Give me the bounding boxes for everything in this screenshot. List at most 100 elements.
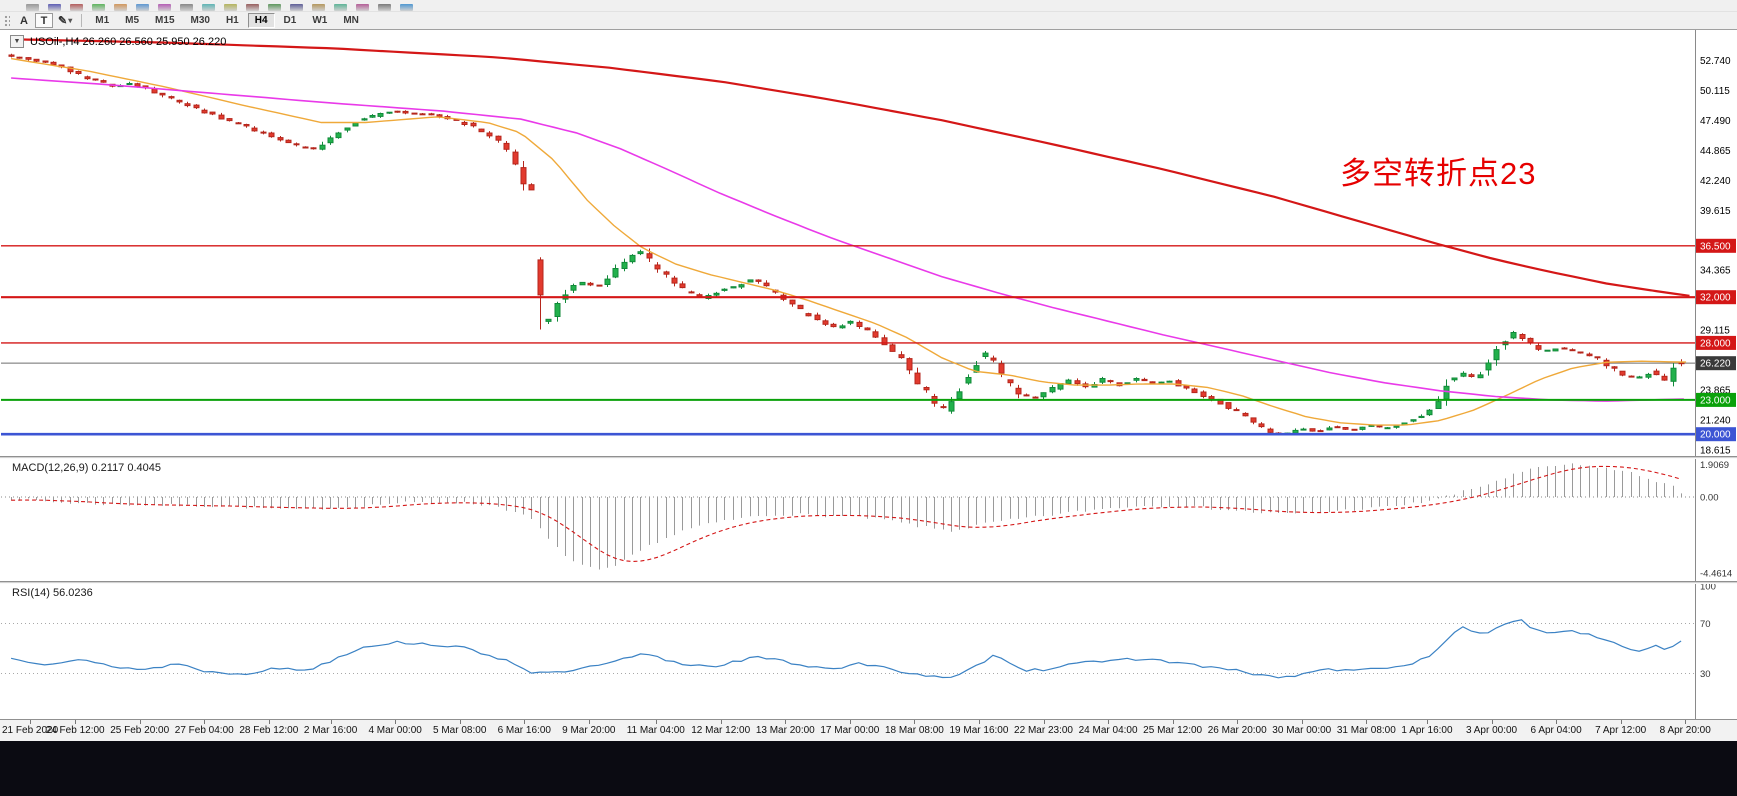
time-axis-label: 17 Mar 00:00 xyxy=(820,720,880,736)
price-scale-label: 18.615 xyxy=(1700,446,1731,457)
time-axis[interactable]: 21 Feb 2020 24 Feb 12:00 25 Feb 20:00 27 Fe… xyxy=(0,719,1737,741)
timeframe-mn-button[interactable]: MN xyxy=(336,13,366,28)
time-axis-label: 31 Mar 08:00 xyxy=(1336,720,1396,736)
macd-scale-label: 0.00 xyxy=(1700,493,1719,504)
bottom-dark-bar xyxy=(0,741,1737,796)
rsi-line xyxy=(10,619,1682,679)
time-axis-label: 25 Feb 20:00 xyxy=(110,720,170,736)
price-scale-label: 39.615 xyxy=(1700,206,1731,217)
timeframe-m15-button[interactable]: M15 xyxy=(148,13,181,28)
level-lines xyxy=(1,245,1695,436)
toolbar-icon[interactable] xyxy=(48,4,61,11)
timeframe-w1-button[interactable]: W1 xyxy=(305,13,334,28)
time-axis-label: 24 Feb 12:00 xyxy=(45,720,105,736)
toolbar-icon[interactable] xyxy=(312,4,325,11)
price-scale-label: 29.115 xyxy=(1700,326,1730,337)
svg-text:20.000: 20.000 xyxy=(1700,430,1731,441)
chart-canvas[interactable]: 18.615 21.240 23.865 29.115 34.365 39.615 42.2… xyxy=(0,0,1737,741)
macd-scale-label: -4.4614 xyxy=(1700,568,1732,579)
toolbar-icon[interactable] xyxy=(158,4,171,11)
rsi-scale-label: 30 xyxy=(1700,669,1711,680)
toolbar-icon[interactable] xyxy=(334,4,347,11)
toolbar-icon[interactable] xyxy=(92,4,105,11)
price-scale[interactable]: 18.615 21.240 23.865 29.115 34.365 39.615 42.2… xyxy=(1695,30,1737,719)
timeframe-m1-button[interactable]: M1 xyxy=(88,13,116,28)
price-tag: 26.220 xyxy=(1696,356,1736,371)
tools-toolbar: A T ✎ ▾ M1 M5 M15 M30 H1 H4 D1 W1 MN xyxy=(0,12,1737,29)
toolbar-icon[interactable] xyxy=(136,4,149,11)
time-axis-label: 21 Feb 2020 xyxy=(2,720,59,736)
price-tag: 23.000 xyxy=(1696,392,1736,407)
timeframe-toolbar: M1 M5 M15 M30 H1 H4 D1 W1 MN xyxy=(87,13,367,28)
ma-slow-line xyxy=(11,77,1684,402)
timeframe-m5-button[interactable]: M5 xyxy=(118,13,146,28)
toolbar-icon[interactable] xyxy=(268,4,281,11)
price-scale-label: 34.365 xyxy=(1700,266,1731,277)
toolbar-icon[interactable] xyxy=(290,4,303,11)
toolbar-icon[interactable] xyxy=(202,4,215,11)
toolbar: A T ✎ ▾ M1 M5 M15 M30 H1 H4 D1 W1 MN xyxy=(0,0,1737,30)
price-tag: 20.000 xyxy=(1696,427,1736,442)
time-axis-label: 8 Apr 20:00 xyxy=(1659,720,1711,736)
timeframe-d1-button[interactable]: D1 xyxy=(277,13,304,28)
toolbar-icon[interactable] xyxy=(70,4,83,11)
macd-signal-line xyxy=(11,465,1682,563)
draw-tool-button[interactable]: ✎ ▾ xyxy=(55,13,75,28)
svg-text:28.000: 28.000 xyxy=(1700,338,1731,349)
standard-toolbar-cropped xyxy=(0,0,1737,12)
time-axis-label: 13 Mar 20:00 xyxy=(755,720,815,736)
time-axis-label: 22 Mar 23:00 xyxy=(1014,720,1073,736)
toolbar-icon[interactable] xyxy=(26,4,39,11)
price-tag: 32.000 xyxy=(1696,290,1736,305)
time-axis-label: 11 Mar 04:00 xyxy=(626,720,685,736)
price-scale-label: 50.115 xyxy=(1700,86,1730,97)
one-click-trading-button[interactable]: ▼ xyxy=(10,35,24,48)
svg-text:26.220: 26.220 xyxy=(1700,359,1731,370)
price-scale-label: 21.240 xyxy=(1700,416,1731,427)
svg-text:23.000: 23.000 xyxy=(1700,395,1731,406)
price-scale-label: 23.865 xyxy=(1700,386,1731,397)
time-axis-label: 26 Mar 20:00 xyxy=(1207,720,1267,736)
chevron-down-icon: ▾ xyxy=(68,16,73,25)
toolbar-icon[interactable] xyxy=(400,4,413,11)
ma-long-line xyxy=(11,38,1690,297)
toolbar-icon[interactable] xyxy=(356,4,369,11)
time-axis-label: 25 Mar 12:00 xyxy=(1143,720,1203,736)
price-scale-label: 47.490 xyxy=(1700,116,1731,127)
time-axis-label: 19 Mar 16:00 xyxy=(949,720,1009,736)
candles-layer xyxy=(8,53,1685,435)
chart-annotation-text: 多空转折点23 xyxy=(1340,156,1537,191)
time-axis-label: 9 Mar 20:00 xyxy=(562,720,616,736)
price-scale-label: 42.240 xyxy=(1700,176,1731,187)
time-axis-label: 4 Mar 00:00 xyxy=(368,720,422,736)
toolbar-icon[interactable] xyxy=(224,4,237,11)
pane-splitter-macd[interactable] xyxy=(0,456,1737,459)
toolbar-grip[interactable] xyxy=(4,14,10,27)
timeframe-h1-button[interactable]: H1 xyxy=(219,13,246,28)
textbox-tool-button[interactable]: T xyxy=(35,13,53,28)
price-tag: 28.000 xyxy=(1696,335,1736,350)
macd-indicator-label: MACD(12,26,9) 0.2117 0.4045 xyxy=(12,462,161,474)
symbol-ohlc-label: USOil-,H4 26.260 26.560 25.950 26.220 xyxy=(30,35,227,48)
pane-splitter-rsi[interactable] xyxy=(0,581,1737,584)
text-tool-button[interactable]: A xyxy=(15,13,33,28)
rsi-scale-label: 100 xyxy=(1700,582,1716,593)
price-scale-label: 44.865 xyxy=(1700,146,1731,157)
time-axis-label: 24 Mar 04:00 xyxy=(1078,720,1138,736)
toolbar-icon[interactable] xyxy=(378,4,391,11)
toolbar-icon[interactable] xyxy=(246,4,259,11)
time-axis-label: 3 Apr 00:00 xyxy=(1465,720,1518,736)
timeframe-h4-button[interactable]: H4 xyxy=(247,13,275,28)
time-axis-label: 6 Apr 04:00 xyxy=(1530,720,1582,736)
time-axis-label: 6 Mar 16:00 xyxy=(497,720,551,736)
toolbar-icon[interactable] xyxy=(114,4,127,11)
timeframe-m30-button[interactable]: M30 xyxy=(184,13,217,28)
time-axis-label: 5 Mar 08:00 xyxy=(433,720,487,736)
price-scale-label: 52.740 xyxy=(1700,56,1731,67)
time-axis-label: 27 Feb 04:00 xyxy=(174,720,234,736)
time-axis-label: 1 Apr 16:00 xyxy=(1401,720,1453,736)
toolbar-icon[interactable] xyxy=(180,4,193,11)
time-axis-label: 2 Mar 16:00 xyxy=(303,720,358,736)
rsi-pane xyxy=(1,619,1695,679)
rsi-scale-label: 70 xyxy=(1700,619,1711,630)
